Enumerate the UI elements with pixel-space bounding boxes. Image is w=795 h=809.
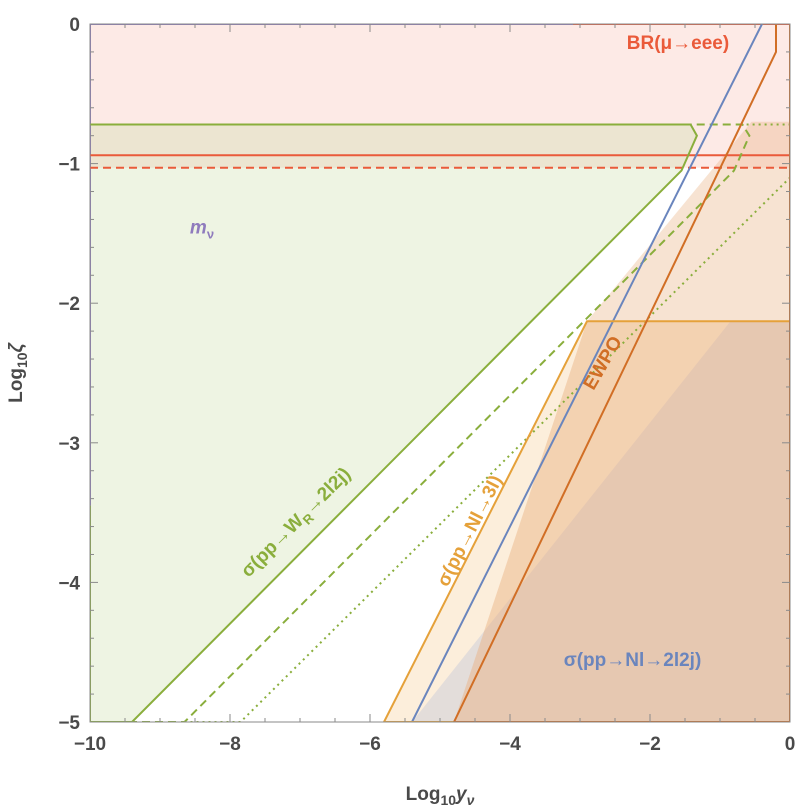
x-axis-title: Log10yν (406, 784, 475, 808)
nl2l2j-fill (412, 321, 790, 722)
nl2l2j-boundary (411, 24, 764, 722)
y-tick-label: −2 (58, 294, 80, 315)
br-fill (90, 24, 790, 168)
axis-titles: Log10yν Log10ζ (6, 341, 475, 808)
x-tick-label: −8 (219, 734, 241, 755)
wr-fill (90, 124, 697, 722)
nl3l-fill (384, 321, 790, 722)
region-boundaries (90, 24, 790, 722)
x-tick-label: 0 (785, 734, 795, 755)
y-tick-label: 0 (69, 15, 80, 36)
region-label-br-mueee: BR(μ→eee) (627, 33, 729, 54)
region-label-mnu: mν (190, 217, 214, 241)
ewpo-fill (454, 321, 790, 722)
axis-ticks: −10 −8 −6 −4 −2 0 0 −1 −2 −3 −4 −5 (58, 15, 795, 755)
ewpo-boundary (453, 24, 777, 722)
y-tick-label: −1 (58, 155, 80, 176)
x-tick-label: −6 (359, 734, 381, 755)
x-tick-label: −2 (639, 734, 661, 755)
y-tick-label: −3 (58, 434, 80, 455)
y-axis-title: Log10ζ (6, 341, 30, 402)
region-fills (90, 24, 790, 722)
y-tick-label: −4 (58, 573, 80, 594)
y-tick-label: −5 (58, 713, 80, 734)
x-tick-label: −10 (74, 734, 106, 755)
region-label-nl2l2j: σ(pp→Nl→2l2j) (564, 650, 702, 671)
nl3l-boundary (383, 320, 790, 722)
x-tick-label: −4 (499, 734, 521, 755)
